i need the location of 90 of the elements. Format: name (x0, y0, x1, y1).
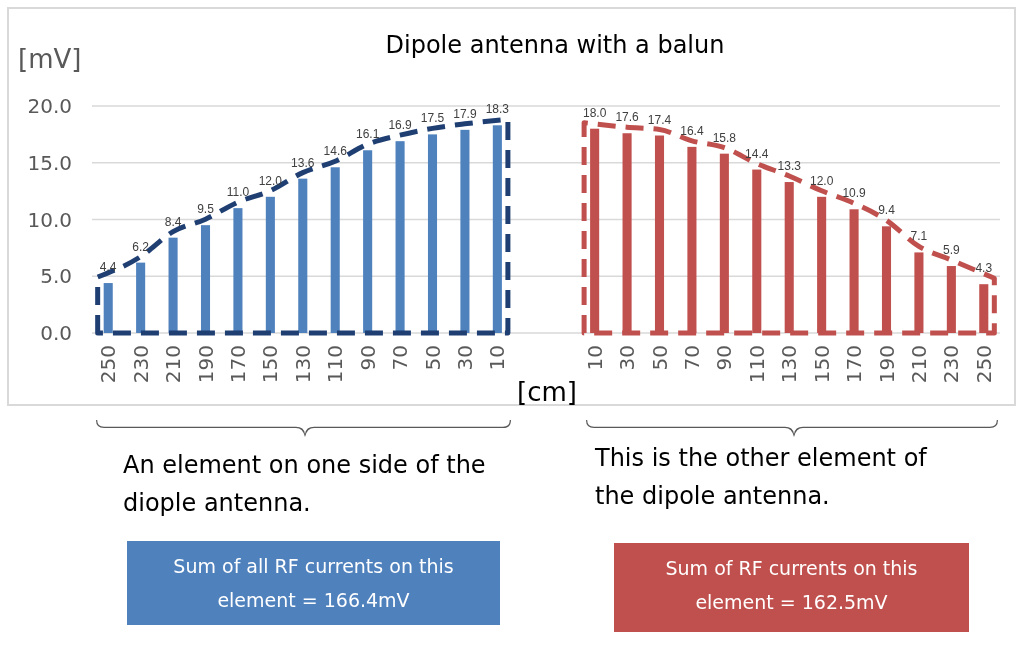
x-tick-label: 250 (971, 345, 996, 384)
bar (881, 226, 892, 333)
x-tick-label: 70 (679, 345, 704, 371)
x-tick-label: 110 (744, 345, 769, 384)
data-label: 5.9 (943, 243, 961, 258)
text: Sum of RF currents on this element = 162.5mV (665, 557, 918, 613)
data-label: 16.4 (680, 123, 704, 138)
y-tick-label: 10.0 (27, 207, 72, 232)
x-tick-label: 150 (258, 345, 283, 384)
text: This is the other element of the dipole antenna. (594, 444, 928, 510)
bar (946, 266, 956, 333)
y-tick-label: 15.0 (27, 150, 72, 175)
y-axis-title: [mV] (18, 44, 82, 74)
x-tick-label: 70 (388, 345, 413, 371)
bar (492, 125, 502, 333)
data-label: 12.0 (809, 173, 834, 188)
data-label: 8.4 (164, 214, 182, 229)
bar (784, 182, 794, 333)
data-label: 13.6 (291, 155, 315, 170)
x-tick-label: 150 (809, 345, 834, 384)
data-label: 17.9 (453, 106, 477, 121)
text: Sum of all RF currents on this element = 166.4mV (173, 555, 454, 611)
data-label: 16.1 (355, 127, 380, 142)
bar (330, 167, 340, 333)
data-label: 4.3 (975, 261, 993, 276)
bar (136, 262, 146, 333)
x-tick-label: 10 (485, 345, 510, 371)
x-tick-label: 50 (420, 345, 445, 371)
x-tick-label: 130 (290, 345, 315, 384)
data-label: 7.1 (910, 229, 928, 244)
x-tick-label: 210 (161, 345, 186, 384)
x-tick-label: 30 (615, 345, 640, 371)
bar (395, 141, 405, 333)
x-axis-title: [cm] (517, 377, 577, 407)
bar (687, 146, 697, 333)
data-label: 10.9 (842, 186, 867, 201)
data-label: 14.4 (745, 146, 769, 161)
data-label: 9.4 (878, 203, 896, 218)
bar (427, 134, 438, 333)
bar (752, 169, 762, 333)
bar (590, 128, 600, 333)
x-tick-label: 190 (874, 345, 899, 384)
data-label: 4.4 (99, 260, 117, 275)
bar (233, 208, 243, 333)
bar (460, 129, 470, 333)
bar (654, 135, 665, 333)
data-label: 15.8 (712, 130, 737, 145)
y-tick-label: 0.0 (40, 321, 72, 345)
bar (817, 196, 827, 333)
x-tick-label: 170 (842, 345, 867, 384)
bar (849, 209, 859, 333)
y-tick-label: 5.0 (40, 264, 72, 289)
x-tick-label: 10 (582, 345, 607, 371)
data-label: 12.0 (258, 173, 283, 188)
bar (200, 225, 211, 333)
y-tick-label: 20.0 (27, 94, 72, 118)
chart-title: Dipole antenna with a balun (385, 31, 725, 59)
data-label: 9.5 (197, 202, 215, 217)
text: An element on one side of the diople antenna. (123, 451, 486, 517)
x-tick-label: 250 (96, 345, 121, 384)
x-tick-label: 210 (906, 345, 931, 384)
data-label: 18.0 (582, 105, 607, 120)
bar (979, 284, 989, 333)
x-tick-label: 110 (323, 345, 348, 384)
bar (622, 133, 632, 333)
x-tick-label: 90 (712, 345, 737, 371)
x-tick-label: 170 (225, 345, 250, 384)
data-label: 14.6 (323, 144, 348, 159)
bar (363, 150, 373, 333)
data-label: 16.9 (388, 118, 413, 133)
x-tick-label: 190 (193, 345, 218, 384)
data-label: 13.3 (777, 159, 802, 174)
x-tick-label: 30 (452, 345, 477, 371)
x-tick-label: 230 (128, 345, 153, 384)
data-label: 17.4 (647, 112, 672, 127)
bar (103, 283, 113, 333)
bar (719, 153, 729, 333)
x-tick-label: 130 (777, 345, 802, 384)
data-label: 6.2 (132, 239, 150, 254)
x-tick-label: 50 (647, 345, 672, 371)
bar (914, 252, 924, 333)
x-tick-label: 230 (939, 345, 964, 384)
bar (265, 196, 275, 333)
bar (168, 237, 178, 333)
data-label: 17.5 (420, 111, 445, 126)
bar (298, 178, 308, 333)
x-tick-label: 90 (355, 345, 380, 371)
data-label: 11.0 (226, 185, 250, 200)
data-label: 18.3 (485, 102, 510, 117)
data-label: 17.6 (615, 110, 640, 125)
